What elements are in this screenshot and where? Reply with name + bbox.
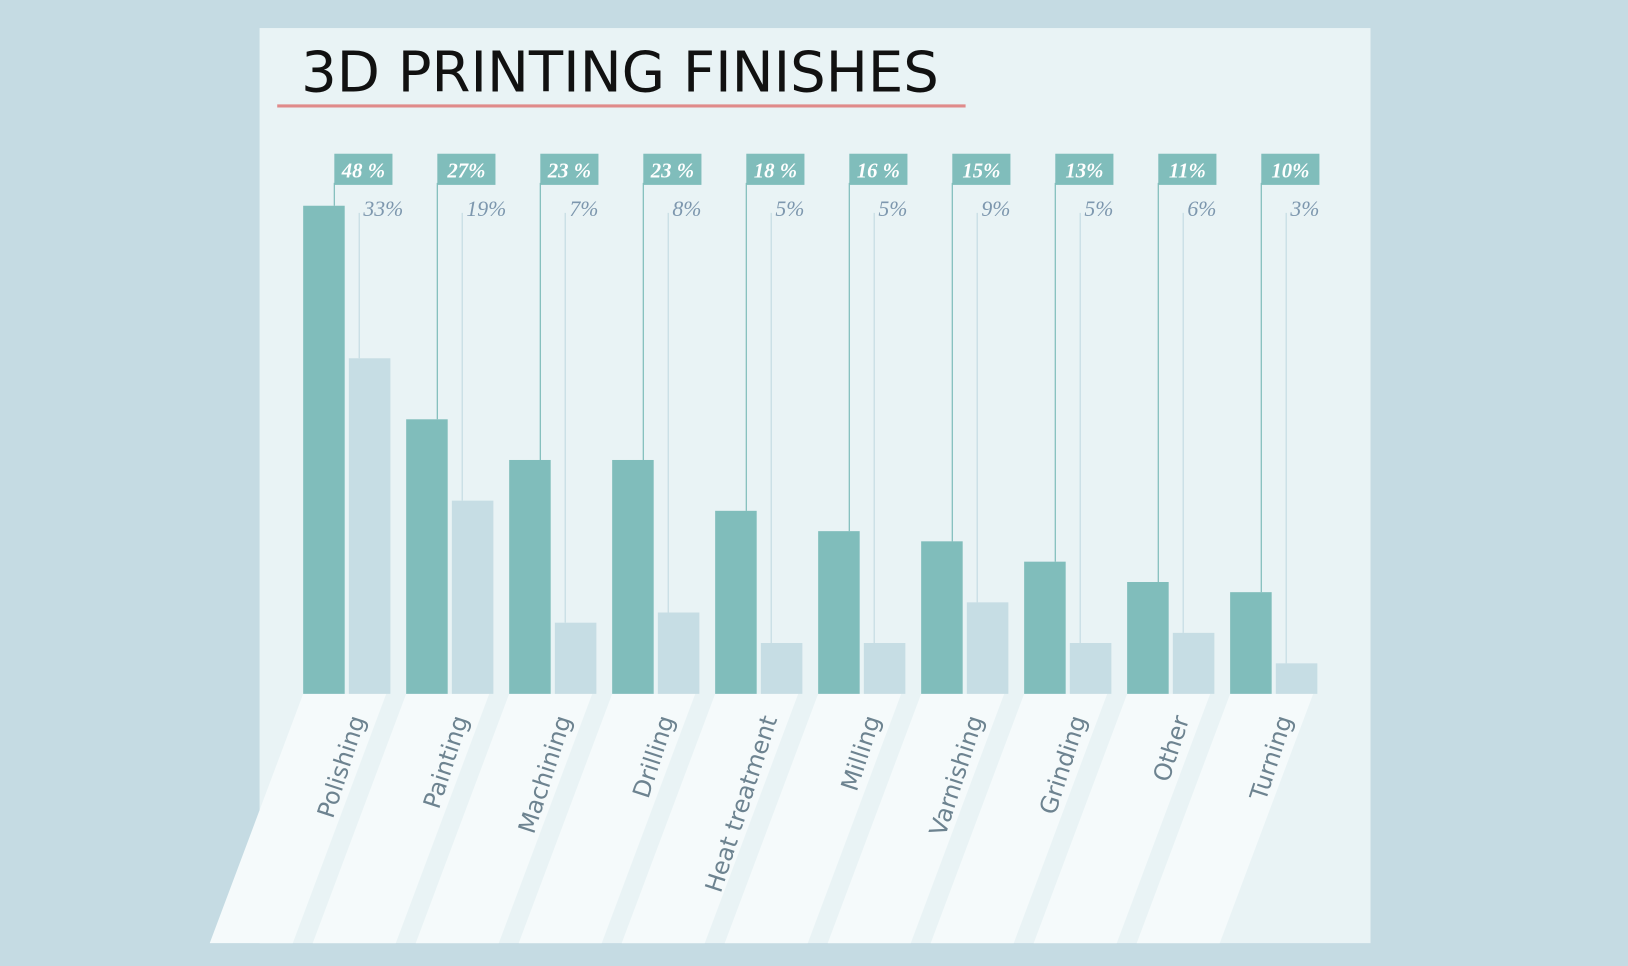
bar bbox=[612, 459, 654, 694]
bar bbox=[1275, 663, 1318, 694]
value-label: 5% bbox=[775, 197, 804, 221]
bar bbox=[303, 205, 345, 694]
stripe bbox=[1136, 693, 1314, 944]
stripe bbox=[518, 693, 696, 944]
stripes bbox=[209, 693, 1314, 944]
label-box bbox=[952, 153, 1011, 185]
bar bbox=[1069, 643, 1112, 694]
value-label: 7% bbox=[569, 197, 598, 221]
bar bbox=[818, 531, 860, 694]
stripe bbox=[415, 693, 593, 944]
bar bbox=[863, 643, 906, 694]
stripe bbox=[827, 693, 1005, 944]
label-box bbox=[746, 153, 805, 185]
value-label: 8% bbox=[672, 197, 701, 221]
label-box bbox=[1055, 153, 1114, 185]
bar bbox=[715, 510, 757, 694]
value-label: 6% bbox=[1187, 197, 1216, 221]
bar bbox=[966, 602, 1009, 694]
bar bbox=[554, 622, 597, 694]
bar bbox=[1127, 581, 1169, 694]
value-label: 11% bbox=[1169, 161, 1206, 183]
bar bbox=[509, 459, 551, 694]
label-box bbox=[1158, 153, 1217, 185]
bar bbox=[921, 541, 963, 694]
bar bbox=[760, 643, 803, 694]
label-box bbox=[849, 153, 908, 185]
bar bbox=[406, 419, 448, 694]
value-label: 18 % bbox=[754, 161, 797, 183]
bar bbox=[1024, 561, 1066, 694]
bar bbox=[657, 612, 700, 694]
value-label: 9% bbox=[981, 197, 1010, 221]
stripe bbox=[209, 693, 387, 944]
value-label: 19% bbox=[466, 197, 506, 221]
value-label: 10% bbox=[1271, 161, 1309, 183]
value-label: 16 % bbox=[857, 161, 900, 183]
value-label: 23 % bbox=[650, 161, 694, 183]
bar bbox=[348, 358, 391, 694]
value-label: 48 % bbox=[341, 161, 385, 183]
value-label: 33% bbox=[362, 197, 403, 221]
stripe bbox=[1033, 693, 1211, 944]
label-box bbox=[643, 153, 702, 185]
value-label: 13% bbox=[1065, 161, 1103, 183]
bar bbox=[1230, 592, 1272, 694]
value-label: 27% bbox=[446, 161, 485, 183]
bar bbox=[451, 500, 494, 694]
bar bbox=[1172, 632, 1215, 694]
value-label: 5% bbox=[878, 197, 907, 221]
value-label: 3% bbox=[1289, 197, 1319, 221]
label-box bbox=[540, 153, 599, 185]
stripe bbox=[930, 693, 1108, 944]
stripe bbox=[621, 693, 799, 944]
value-label: 5% bbox=[1084, 197, 1113, 221]
stripe bbox=[724, 693, 902, 944]
stripe bbox=[312, 693, 490, 944]
label-box bbox=[437, 153, 496, 185]
value-label: 15% bbox=[962, 161, 1000, 183]
chart-title: 3D PRINTING FINISHES bbox=[301, 40, 939, 105]
label-box bbox=[1261, 153, 1320, 185]
label-box bbox=[334, 153, 393, 185]
value-label: 23 % bbox=[547, 161, 591, 183]
